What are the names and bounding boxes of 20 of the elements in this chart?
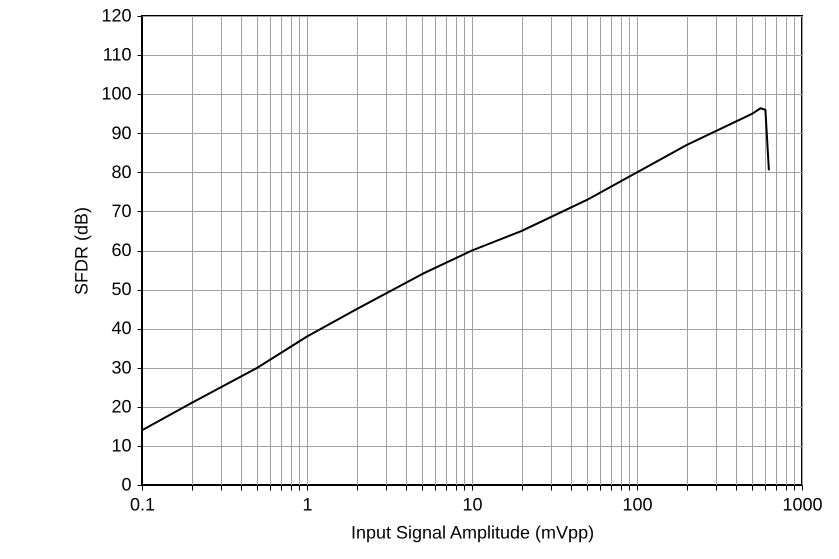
- y-tick-label: 0: [121, 474, 132, 494]
- y-tick-label: 20: [111, 396, 132, 416]
- y-tick-label: 60: [111, 240, 132, 260]
- y-tick-label: 100: [101, 84, 132, 104]
- x-tick-label: 1: [302, 494, 313, 514]
- x-tick-label: 1000: [782, 494, 823, 514]
- y-tick-label: 110: [102, 44, 132, 65]
- y-tick-label: 70: [111, 200, 132, 221]
- y-tick-label: 90: [111, 122, 132, 143]
- y-tick-label: 50: [111, 279, 132, 300]
- x-tick-label: 0.1: [130, 494, 156, 514]
- y-tick-label: 120: [101, 6, 132, 26]
- y-tick-label: 80: [111, 162, 132, 182]
- y-tick-label: 30: [111, 357, 132, 378]
- y-tick-label: 10: [111, 435, 132, 456]
- y-tick-label: 40: [111, 318, 132, 338]
- y-axis-title: SFDR (dB): [71, 206, 92, 296]
- x-tick-label: 10: [462, 494, 483, 514]
- x-tick-label: 100: [622, 494, 653, 514]
- x-axis-title: Input Signal Amplitude (mVpp): [350, 522, 594, 542]
